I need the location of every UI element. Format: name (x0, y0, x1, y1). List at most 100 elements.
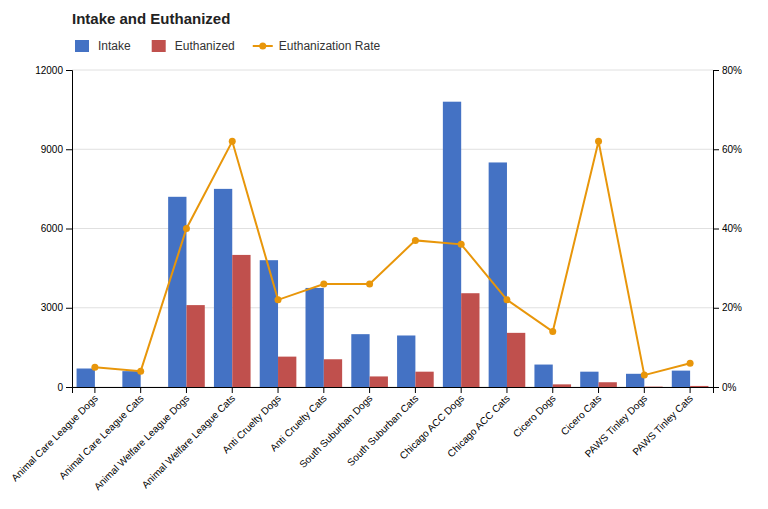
tick-mark (713, 308, 719, 309)
y2-axis: 0% 20% 40% 60% 80% (713, 65, 742, 393)
marker (183, 225, 190, 232)
bar (168, 197, 186, 387)
marker (320, 280, 327, 287)
bar (141, 387, 159, 388)
bar (370, 376, 388, 387)
legend-label: Euthanized (175, 39, 235, 53)
tick-mark (323, 387, 324, 393)
tick-mark (690, 387, 691, 393)
tick: Cicero Cats (559, 387, 604, 437)
bar (214, 189, 232, 387)
legend-item: Euthanized (152, 39, 235, 53)
tick-label: PAWS Tinley Cats (630, 393, 695, 458)
bar (415, 372, 433, 387)
bar (306, 288, 324, 387)
tick-label: Cicero Dogs (511, 393, 558, 440)
tick-mark (232, 387, 233, 393)
tick: 60% (713, 144, 742, 155)
x-axis: Animal Care League DogsAnimal Care Leagu… (9, 387, 713, 492)
tick-mark (713, 387, 719, 388)
tick-mark (461, 387, 462, 393)
tick-label: Cicero Cats (559, 393, 604, 438)
bar (580, 372, 598, 387)
tick: PAWS Tinley Cats (630, 387, 695, 457)
marker (595, 138, 602, 145)
tick-label: 12000 (35, 65, 63, 76)
tick-label: 3000 (41, 302, 64, 313)
tick-mark (552, 387, 553, 393)
tick: 20% (713, 302, 742, 313)
tick-label: South Suburban Dogs (297, 393, 374, 470)
tick-mark (644, 387, 645, 393)
tick: 6000 (41, 223, 72, 234)
tick-label: 20% (722, 302, 742, 313)
tick: 80% (713, 65, 742, 76)
tick-mark (598, 387, 599, 393)
marker (641, 372, 648, 379)
tick-mark (506, 387, 507, 393)
bar (507, 333, 525, 387)
marks (77, 102, 709, 387)
tick-mark (94, 387, 95, 393)
marker (275, 296, 282, 303)
marker (366, 280, 373, 287)
title: Intake and Euthanized (72, 10, 230, 27)
line (95, 141, 690, 375)
marker (549, 328, 556, 335)
tick-mark (66, 387, 72, 388)
bar (644, 386, 662, 387)
marker (687, 360, 694, 367)
tick-mark (713, 70, 719, 71)
tick-label: Chicago ACC Cats (445, 393, 512, 460)
tick-label: 60% (722, 144, 742, 155)
tick-mark (140, 387, 141, 393)
tick-mark (66, 308, 72, 309)
tick-label: 80% (722, 65, 742, 76)
bar (599, 382, 617, 387)
tick: 40% (713, 223, 742, 234)
tick-label: Animal Welfare League Dogs (92, 393, 192, 493)
tick-mark (713, 149, 719, 150)
legend-label: Intake (98, 39, 131, 53)
grid (72, 70, 713, 387)
tick-mark (369, 387, 370, 393)
tick: Animal Welfare League Dogs (92, 387, 192, 492)
bar (186, 305, 204, 387)
tick-label: Animal Welfare League Cats (140, 393, 238, 491)
bar (232, 255, 250, 387)
tick: 12000 (35, 65, 72, 76)
legend-marker (259, 43, 266, 50)
chart-container: Animal Care League DogsAnimal Care Leagu… (0, 0, 768, 509)
chart-svg: Animal Care League DogsAnimal Care Leagu… (0, 0, 768, 509)
marker (458, 241, 465, 248)
bar (351, 334, 369, 387)
tick-mark (713, 229, 719, 230)
bar (553, 384, 571, 387)
plot-area: Animal Care League DogsAnimal Care Leagu… (9, 65, 742, 493)
tick-mark (66, 229, 72, 230)
y-axis: 0 3000 6000 9000 12000 (35, 65, 72, 393)
tick: 0 (57, 382, 72, 393)
marker (503, 296, 510, 303)
marker (137, 368, 144, 375)
tick: Chicago ACC Cats (445, 387, 512, 459)
tick-label: Animal Care League Dogs (9, 393, 100, 484)
bar (95, 387, 113, 388)
legend-item: Euthanization Rate (253, 39, 381, 53)
legend: Intake Euthanized Euthanization Rate (75, 39, 380, 53)
bar (489, 162, 507, 387)
tick-label: 6000 (41, 223, 64, 234)
tick-label: Animal Care League Cats (57, 393, 146, 482)
marker (412, 237, 419, 244)
tick-label: 0% (722, 382, 737, 393)
marker (229, 138, 236, 145)
axis-line (66, 71, 73, 388)
tick: Animal Welfare League Cats (140, 387, 238, 490)
tick-mark (66, 149, 72, 150)
legend-swatch (75, 40, 89, 52)
tick-label: 0 (57, 382, 63, 393)
grid-line (72, 70, 713, 71)
grid-line (72, 228, 713, 229)
marker (91, 364, 98, 371)
tick-label: 9000 (41, 144, 64, 155)
